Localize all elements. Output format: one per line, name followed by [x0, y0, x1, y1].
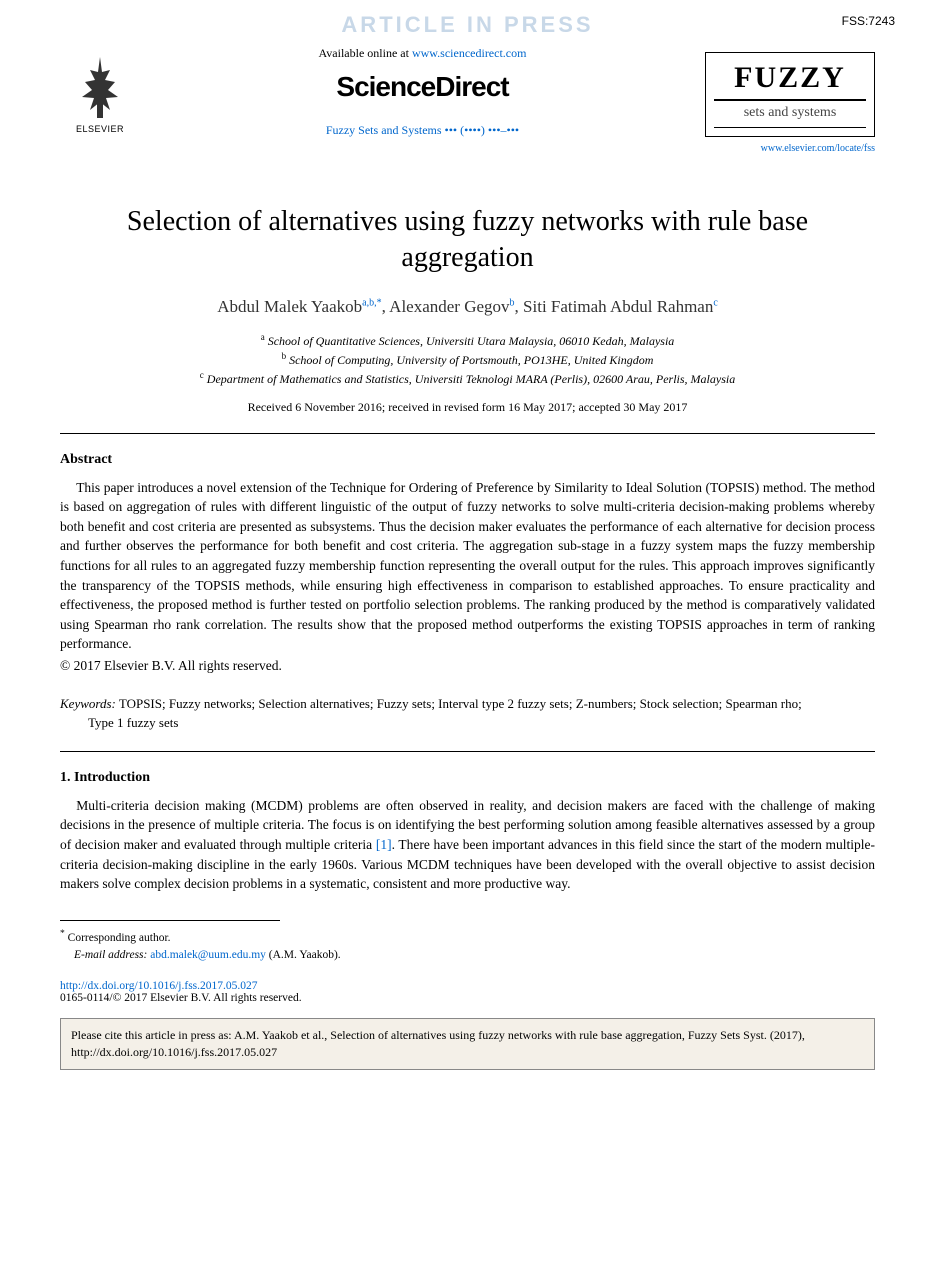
email-link[interactable]: abd.malek@uum.edu.my — [150, 949, 266, 961]
abstract-section: Abstract This paper introduces a novel e… — [0, 434, 935, 674]
keywords-line2: Type 1 fuzzy sets — [60, 713, 875, 733]
available-text: Available online at — [319, 46, 412, 60]
intro-heading: 1. Introduction — [60, 770, 875, 786]
author-1-sup: a,b,* — [362, 297, 381, 308]
authors: Abdul Malek Yaakoba,b,*, Alexander Gegov… — [0, 297, 935, 331]
header-region: ELSEVIER Available online at www.science… — [0, 42, 935, 174]
corresponding-author: Corresponding author. — [68, 931, 171, 943]
press-text: ARTICLE IN PRESS — [341, 12, 593, 37]
author-3: Siti Fatimah Abdul Rahman — [523, 297, 713, 316]
citation-box: Please cite this article in press as: A.… — [60, 1018, 875, 1070]
dates: Received 6 November 2016; received in re… — [0, 388, 935, 433]
doi-link[interactable]: http://dx.doi.org/10.1016/j.fss.2017.05.… — [60, 980, 258, 992]
center-meta: Available online at www.sciencedirect.co… — [140, 42, 705, 138]
affiliation-a: School of Quantitative Sciences, Univers… — [268, 334, 675, 348]
keywords-label: Keywords: — [60, 696, 116, 711]
journal-badge: FUZZY sets and systems www.elsevier.com/… — [705, 42, 875, 154]
elsevier-logo: ELSEVIER — [60, 52, 140, 134]
abstract-heading: Abstract — [60, 452, 875, 468]
doi-block: http://dx.doi.org/10.1016/j.fss.2017.05.… — [0, 964, 935, 1004]
footnotes: * Corresponding author. E-mail address: … — [0, 921, 935, 964]
journal-reference: Fuzzy Sets and Systems ••• (••••) •••–••… — [160, 123, 685, 138]
issn-line: 0165-0114/© 2017 Elsevier B.V. All right… — [60, 992, 875, 1004]
keywords: Keywords: TOPSIS; Fuzzy networks; Select… — [0, 674, 935, 733]
email-post: (A.M. Yaakob). — [269, 949, 341, 961]
available-online: Available online at www.sciencedirect.co… — [160, 46, 685, 61]
intro-section: 1. Introduction Multi-criteria decision … — [0, 752, 935, 894]
journal-title: FUZZY — [714, 61, 866, 101]
sciencedirect-link[interactable]: www.sciencedirect.com — [412, 46, 527, 60]
ref-1-link[interactable]: [1] — [376, 837, 392, 852]
affiliation-c: Department of Mathematics and Statistics… — [207, 372, 735, 386]
affiliation-b: School of Computing, University of Ports… — [289, 353, 653, 367]
author-3-sup: c — [713, 297, 717, 308]
elsevier-tree-icon — [70, 52, 130, 122]
abstract-body: This paper introduces a novel extension … — [60, 478, 875, 654]
elsevier-label: ELSEVIER — [76, 124, 124, 134]
author-2: Alexander Gegov — [389, 297, 509, 316]
journal-url[interactable]: www.elsevier.com/locate/fss — [705, 143, 875, 154]
email-label: E-mail address: — [74, 949, 147, 961]
author-1: Abdul Malek Yaakob — [217, 297, 362, 316]
author-2-sup: b — [510, 297, 515, 308]
press-banner: ARTICLE IN PRESS FSS:7243 — [0, 0, 935, 42]
affiliations: a School of Quantitative Sciences, Unive… — [0, 331, 935, 388]
keywords-line1: TOPSIS; Fuzzy networks; Selection altern… — [119, 696, 802, 711]
intro-body: Multi-criteria decision making (MCDM) pr… — [60, 796, 875, 894]
article-title: Selection of alternatives using fuzzy ne… — [0, 174, 935, 297]
sciencedirect-logo: ScienceDirect — [160, 71, 685, 103]
abstract-copyright: © 2017 Elsevier B.V. All rights reserved… — [60, 658, 875, 674]
journal-subtitle: sets and systems — [714, 105, 866, 128]
fss-code: FSS:7243 — [842, 14, 895, 28]
